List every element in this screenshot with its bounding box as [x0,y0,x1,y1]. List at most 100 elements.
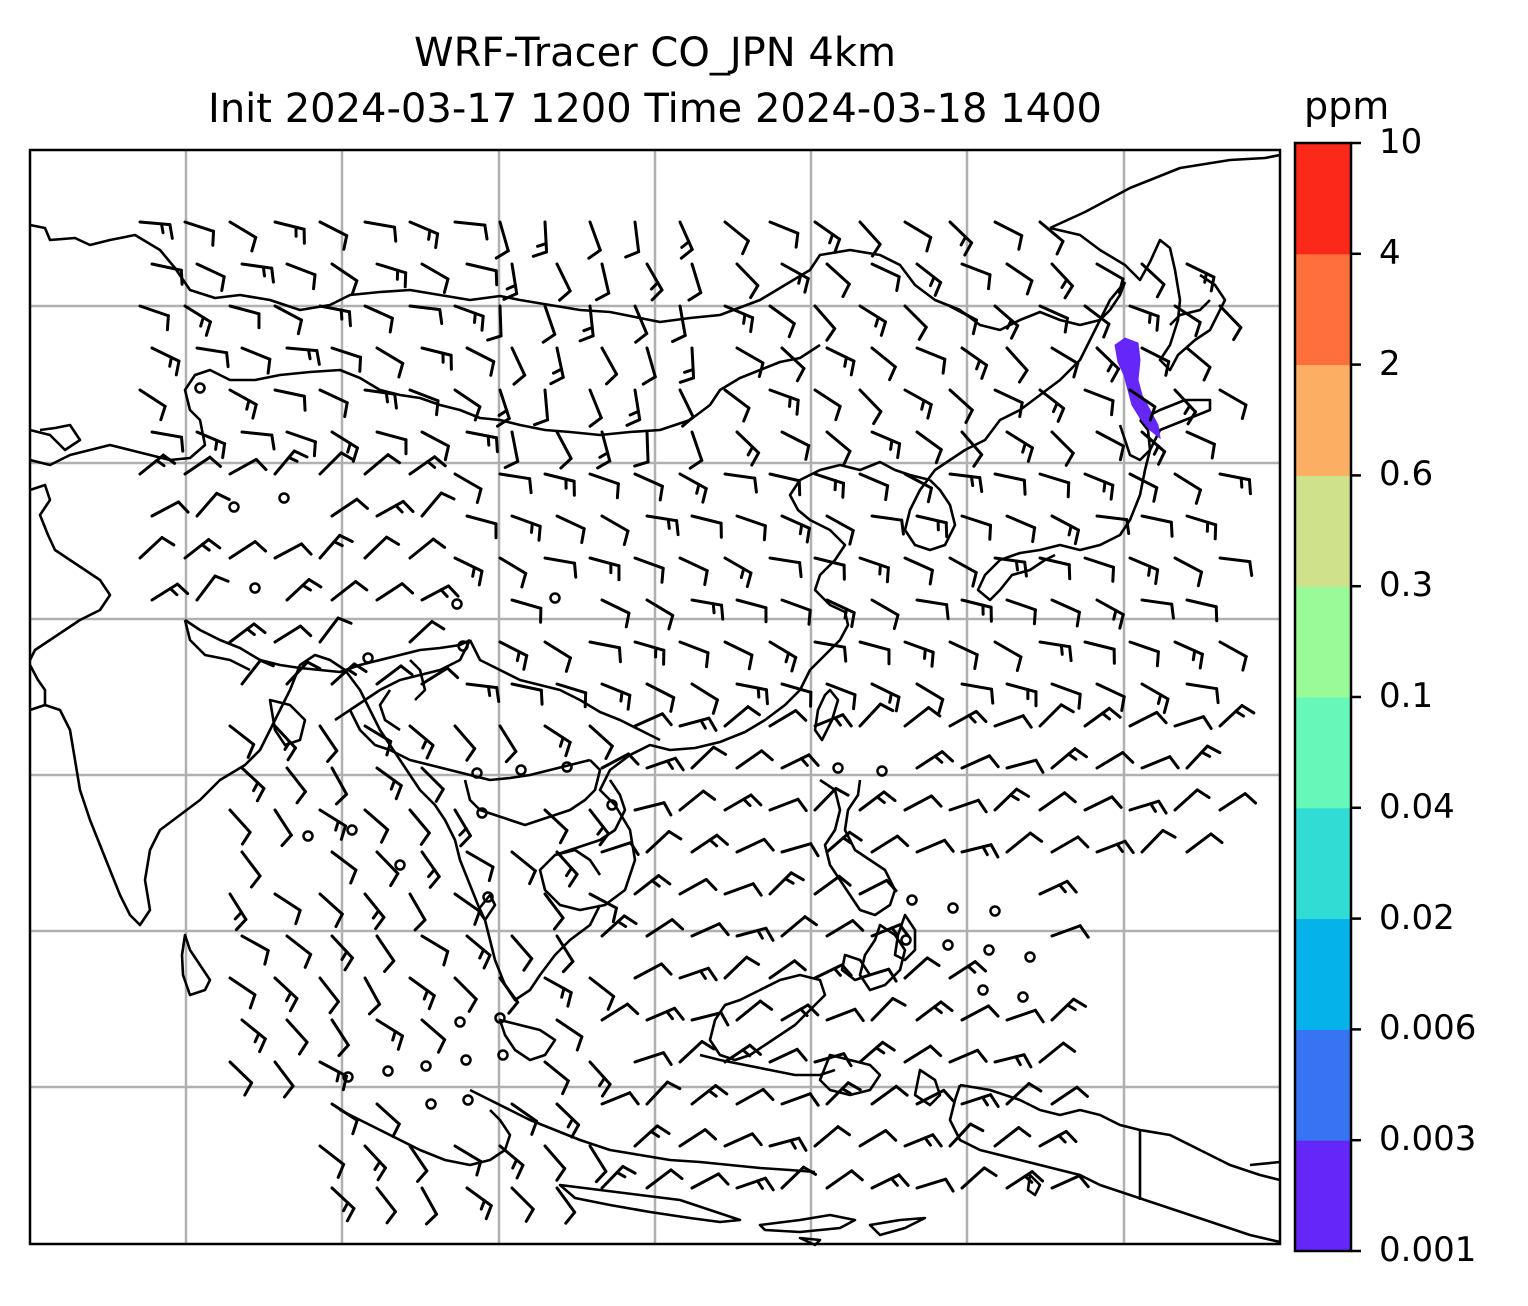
wind-barb [453,1144,483,1177]
wind-barb [588,892,618,924]
wind-barb [768,1047,808,1064]
calm-wind-marker [425,1098,437,1110]
calm-wind-marker [342,1071,354,1083]
wind-barb [825,682,857,711]
wind-barb [735,430,761,467]
wind-barb [645,514,680,537]
calm-wind-marker [977,984,989,996]
wind-barb [870,1173,910,1190]
wind-barb [1218,388,1248,421]
wind-barb [420,766,445,803]
wind-barb [825,1169,864,1190]
wind-barb [588,1060,612,1098]
wind-barb [735,682,769,706]
colorbar [1293,141,1361,1253]
wind-barb [1140,262,1166,299]
wind-barb [228,220,258,253]
wind-barb [408,388,440,417]
wind-barb [960,430,984,468]
wind-barb [363,388,398,410]
wind-barb [1038,388,1066,423]
wind-barb [735,749,774,770]
wind-barb [285,766,307,805]
wind-barb [330,1018,350,1058]
wind-barb [723,220,750,256]
wind-barb [915,598,950,621]
wind-barb [903,1044,943,1064]
wind-barb [948,1048,988,1064]
wind-barb [993,1126,1032,1148]
wind-barb [1128,304,1160,332]
wind-barb [375,850,400,888]
wind-barb [960,514,993,541]
wind-barb [1185,744,1222,770]
wind-barb [948,960,988,980]
wind-barb [960,346,989,380]
wind-barb [1005,758,1045,774]
wind-barb [1038,640,1073,663]
wind-barb [1185,262,1216,293]
colorbar-segment-2 [1295,1029,1351,1141]
wind-barb [453,556,484,587]
wind-barb [240,766,266,803]
wind-barb [510,934,534,972]
calm-wind-marker [249,582,261,594]
calm-wind-marker [382,1065,394,1077]
wind-barb [240,850,262,889]
wind-barb [858,472,890,502]
wind-barb [960,1004,1000,1022]
wind-barb [588,388,603,428]
calm-wind-marker [482,891,494,903]
wind-barb [993,787,1031,812]
wind-barb [960,843,1000,859]
wind-barb [195,262,226,292]
wind-barb [1095,839,1135,855]
wind-barb [1038,556,1072,581]
calm-wind-marker [471,767,483,779]
wind-barb [240,934,270,966]
wind-barb [1140,755,1180,770]
wind-barb [1083,472,1115,501]
wind-barb [903,388,933,420]
wind-barb [858,640,891,666]
wind-barbs [138,220,1258,1226]
wind-barb [870,514,905,536]
wind-barb [1038,472,1071,499]
wind-barb [285,346,321,366]
wind-barb [240,658,275,686]
wind-barb [363,304,394,334]
wind-barb [138,220,174,240]
colorbar-segment-5 [1295,697,1351,809]
wind-barb [532,388,550,427]
wind-barb [870,834,910,854]
wind-barb [408,620,446,644]
wind-barb [273,388,307,412]
wind-barb [420,1018,447,1054]
wind-barb [688,430,704,470]
wind-barb [1173,304,1202,338]
wind-barb [549,346,565,386]
wind-barb [543,1144,567,1182]
wind-barb [858,1040,896,1064]
wind-barb [498,976,520,1015]
wind-barb [948,709,988,728]
wind-barb [285,430,317,458]
wind-barb [1128,388,1157,422]
wind-barb [768,871,805,896]
wind-barb [588,808,610,847]
wind-barb [633,556,665,584]
wind-barb [318,388,349,418]
wind-barb [690,514,723,539]
wind-barb [780,1092,820,1107]
wind-barb [465,850,495,883]
wind-barb [780,753,820,770]
wind-barb [870,1084,909,1106]
wind-barb [1218,472,1252,496]
wind-barb [465,682,501,704]
wind-barb [240,262,275,284]
wind-barb [273,976,299,1013]
wind-barb [1050,346,1080,379]
wind-barb [588,724,614,761]
wind-barb [510,346,527,386]
wind-barb [375,499,415,518]
